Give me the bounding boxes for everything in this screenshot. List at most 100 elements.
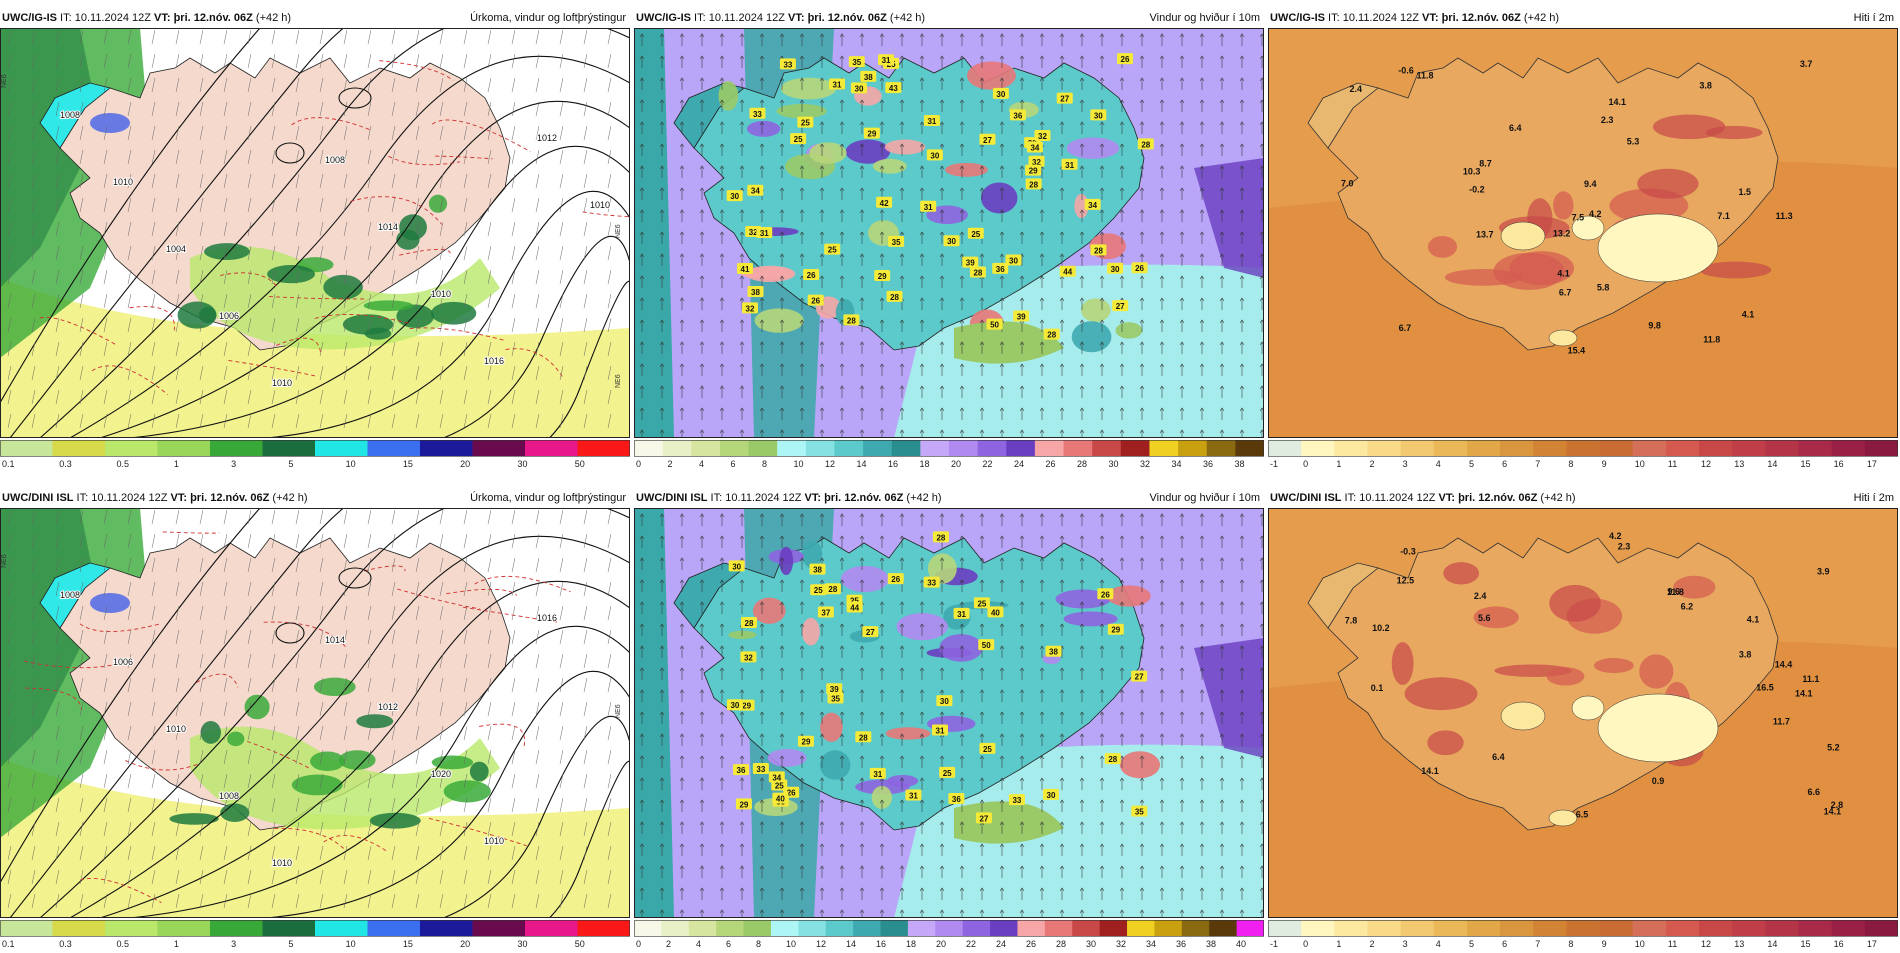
svg-text:27: 27: [1135, 673, 1144, 682]
colorbar-swatch: [743, 920, 772, 936]
valid-time-label: VT: þri. 12.nóv. 06Z: [170, 492, 270, 504]
lead-time: (+42 h): [1537, 492, 1576, 504]
svg-text:30: 30: [730, 192, 739, 201]
colorbar-tick-label: 15: [403, 459, 413, 469]
colorbar-tick-label: 20: [460, 939, 470, 949]
colorbar-swatch: [990, 920, 1018, 936]
gust-label: 29: [735, 798, 752, 810]
temperature-label: 2.8: [1831, 800, 1844, 810]
temperature-label: 14.1: [1824, 807, 1842, 817]
colorbar-swatch: [1268, 440, 1302, 456]
svg-text:39: 39: [966, 259, 975, 268]
gust-label: 27: [979, 133, 996, 145]
colorbar-tick-label: 8: [1568, 459, 1573, 469]
svg-text:29: 29: [802, 738, 811, 747]
gust-label: 30: [1042, 788, 1059, 800]
colorbar-tick-label: 50: [575, 459, 585, 469]
colorbar-tick-label: 26: [1046, 459, 1056, 469]
colorbar-swatch: [1301, 440, 1335, 456]
lead-time: (+42 h): [269, 492, 308, 504]
temperature-label: 11.8: [1667, 587, 1684, 597]
svg-text:27: 27: [1116, 302, 1125, 311]
temperature-label: 7.0: [1341, 179, 1354, 189]
gust-label: 50: [978, 639, 995, 651]
svg-text:31: 31: [882, 56, 891, 65]
gust-label: 44: [1059, 265, 1076, 277]
colorbar-tick-label: 9: [1602, 459, 1607, 469]
colorbar-tick-label: 32: [1116, 939, 1126, 949]
valid-time-label: VT: þri. 12.nóv. 06Z: [1438, 492, 1538, 504]
svg-text:31: 31: [957, 610, 966, 619]
svg-text:40: 40: [991, 608, 1000, 617]
temperature-label: 6.7: [1399, 323, 1412, 333]
gust-label: 25: [824, 243, 841, 255]
svg-text:42: 42: [880, 199, 889, 208]
colorbar-swatch: [1433, 440, 1468, 456]
svg-text:38: 38: [813, 566, 822, 575]
svg-text:25: 25: [850, 597, 859, 606]
svg-text:32: 32: [1038, 132, 1047, 141]
gust-label: 26: [1097, 588, 1114, 600]
model-name: UWC/IG-IS: [1270, 12, 1325, 24]
gust-label: 26: [1117, 53, 1134, 65]
gust-label: 31: [878, 54, 895, 66]
gust-label: 27: [1056, 92, 1073, 104]
gust-label: 50: [986, 318, 1003, 330]
model-name: UWC/DINI ISL: [636, 492, 708, 504]
colorbar-swatch: [949, 440, 979, 456]
gust-label: 25: [973, 597, 990, 609]
colorbar-swatch: [834, 440, 864, 456]
model-name: UWC/DINI ISL: [1270, 492, 1342, 504]
gust-label: 40: [772, 792, 789, 804]
svg-text:38: 38: [1049, 648, 1058, 657]
temperature-label: 4.1: [1557, 269, 1570, 279]
gust-label: 28: [855, 731, 872, 743]
colorbar-tick-label: 10: [794, 459, 804, 469]
isobar-label: 1008: [60, 590, 80, 600]
colorbar-tick-label: 0.3: [59, 459, 72, 469]
gust-label: 31: [829, 78, 846, 90]
colorbar-tick-label: 6: [1502, 939, 1507, 949]
gust-label: 34: [768, 771, 785, 783]
gust-label: 37: [817, 606, 834, 618]
colorbar-swatch: [748, 440, 778, 456]
temperature-label: -0.6: [1398, 66, 1414, 76]
gust-label: 25: [939, 766, 956, 778]
temperature-label: 9.6: [1668, 586, 1681, 596]
colorbar-tick-label: 2: [1369, 459, 1374, 469]
colorbar-swatch: [1092, 440, 1122, 456]
colorbar-swatch: [1072, 920, 1101, 936]
colorbar-swatch: [853, 920, 882, 936]
colorbar-swatch: [1765, 440, 1800, 456]
temperature-label: 4.2: [1589, 209, 1602, 219]
panel-precip: UWC/IG-IS IT: 10.11.2024 12Z VT: þri. 12…: [0, 8, 630, 473]
svg-text:44: 44: [1063, 268, 1072, 277]
gust-label: 38: [809, 563, 826, 575]
colorbar-tick-label: 10: [786, 939, 796, 949]
colorbar-tick-label: 1: [174, 459, 179, 469]
colorbar-tick-label: 2: [668, 459, 673, 469]
panel-wind: UWC/DINI ISL IT: 10.11.2024 12Z VT: þri.…: [634, 488, 1264, 953]
gust-label: 40: [987, 606, 1004, 618]
svg-text:29: 29: [867, 130, 876, 139]
temperature-label: 1.5: [1739, 187, 1752, 197]
svg-text:32: 32: [744, 653, 753, 662]
svg-text:33: 33: [927, 579, 936, 588]
colorbar-swatch: [367, 440, 421, 456]
gust-label: 39: [826, 683, 843, 695]
colorbar-swatch: [688, 920, 717, 936]
gust-label: 28: [969, 266, 986, 278]
colorbar-tick-label: 16: [1834, 939, 1844, 949]
gust-label: 28: [1137, 138, 1154, 150]
gust-label: 31: [869, 767, 886, 779]
colorbar-swatch: [1864, 440, 1898, 456]
svg-text:35: 35: [892, 238, 901, 247]
colorbar-swatch: [262, 440, 316, 456]
colorbar-tick-label: 0.5: [117, 939, 130, 949]
colorbar-tick-label: 34: [1146, 939, 1156, 949]
svg-text:27: 27: [1060, 95, 1069, 104]
temperature-label: 11.8: [1417, 70, 1434, 80]
colorbar-tick-label: 14: [857, 459, 867, 469]
colorbar-legend: -1 0 1 2 3 4 5 6 7 8 9 10 11 12 13 14 15 16 17: [1268, 920, 1898, 950]
gust-label: 31: [931, 724, 948, 736]
